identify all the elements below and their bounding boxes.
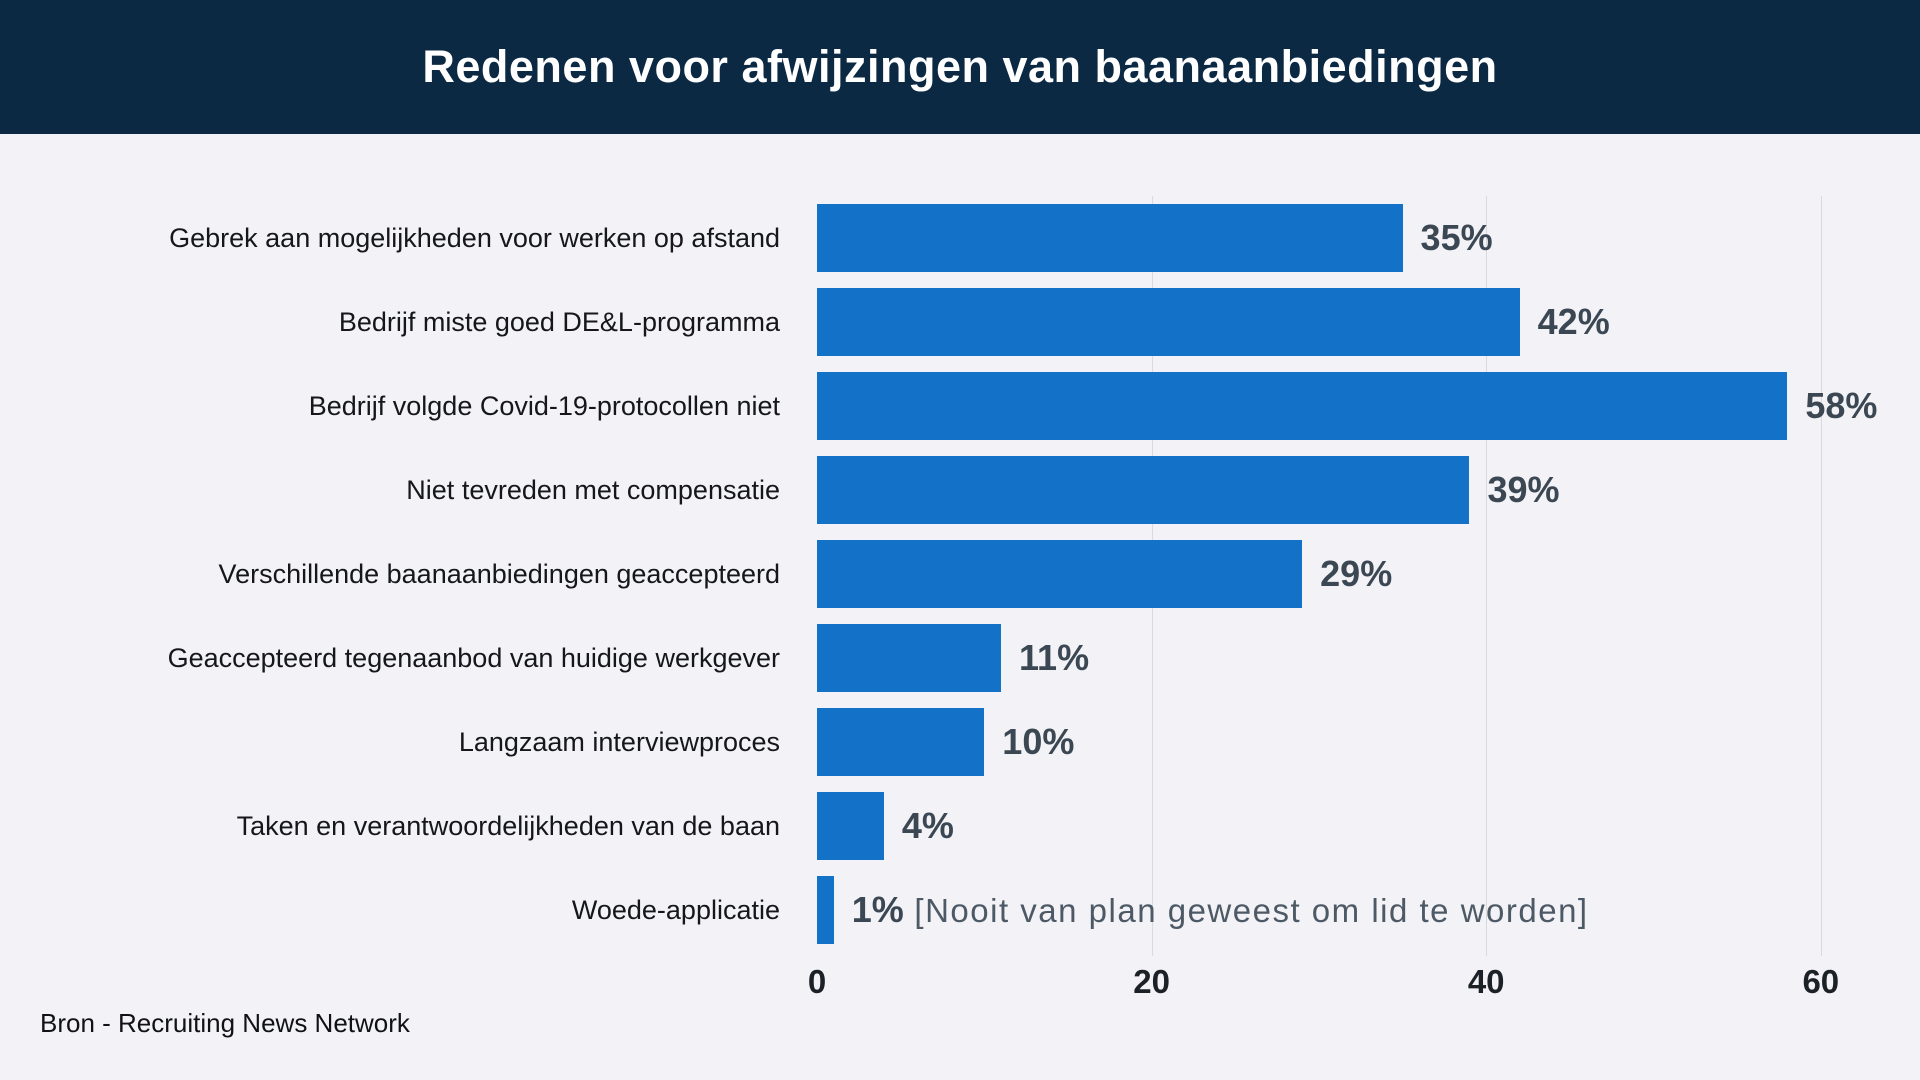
bar-row: Geaccepteerd tegenaanbod van huidige wer…: [0, 616, 1900, 700]
bar: [817, 372, 1788, 440]
category-label: Niet tevreden met compensatie: [406, 474, 780, 505]
bar-track: 42%: [817, 280, 1900, 364]
value-label: 42%: [1538, 301, 1610, 343]
category-label: Geaccepteerd tegenaanbod van huidige wer…: [167, 642, 780, 673]
x-axis: 0 20 40 60: [808, 963, 1857, 1005]
value-label: 29%: [1320, 553, 1392, 595]
bar: [817, 624, 1002, 692]
category-label: Bedrijf miste goed DE&L-programma: [338, 306, 780, 337]
x-tick-label: 60: [1802, 963, 1840, 1000]
bar-chart: Gebrek aan mogelijkheden voor werken op …: [0, 196, 1900, 952]
bar-annotation: [Nooit van plan geweest om lid te worden…: [904, 892, 1589, 929]
bar-row: Niet tevreden met compensatie 39%: [0, 448, 1900, 532]
category-label: Gebrek aan mogelijkheden voor werken op …: [169, 222, 780, 253]
source-caption: Bron - Recruiting News Network: [40, 1008, 410, 1038]
bar: [817, 540, 1303, 608]
chart-title: Redenen voor afwijzingen van baanaanbied…: [422, 41, 1498, 92]
bar: [817, 288, 1520, 356]
bar: [817, 456, 1470, 524]
category-label: Langzaam interviewproces: [458, 726, 780, 757]
value-label: 1% [Nooit van plan geweest om lid te wor…: [852, 889, 1589, 931]
value-label-text: 42%: [1537, 301, 1610, 342]
category-label: Woede-applicatie: [571, 894, 780, 925]
value-label: 11%: [1019, 637, 1089, 679]
x-tick-label: 20: [1133, 963, 1170, 1000]
gridline: [1486, 196, 1488, 956]
bar-row: Bedrijf miste goed DE&L-programma 42%: [0, 280, 1900, 364]
bar-row: Langzaam interviewproces 10%: [0, 700, 1900, 784]
bar-track: 29%: [817, 532, 1900, 616]
bar-track: 35%: [817, 196, 1900, 280]
category-label: Verschillende baanaanbiedingen geaccepte…: [218, 558, 780, 589]
value-label-text: 4%: [901, 805, 954, 846]
bar-row: Taken en verantwoordelijkheden van de ba…: [0, 784, 1900, 868]
value-label-text: 58%: [1805, 385, 1878, 426]
value-label-text: 29%: [1320, 553, 1393, 594]
bar-row: Verschillende baanaanbiedingen geaccepte…: [0, 532, 1900, 616]
value-label: 10%: [1002, 721, 1074, 763]
bar-track: 10%: [817, 700, 1900, 784]
value-label-text: 10%: [1002, 721, 1075, 762]
bar-track: 39%: [817, 448, 1900, 532]
value-label-text: 1%: [851, 889, 904, 930]
bar-row: Bedrijf volgde Covid-19-protocollen niet…: [0, 364, 1900, 448]
header-banner: Redenen voor afwijzingen van baanaanbied…: [0, 0, 1920, 134]
bar-track: 4%: [817, 784, 1900, 868]
bar-track: 1% [Nooit van plan geweest om lid te wor…: [817, 868, 1900, 952]
category-label: Bedrijf volgde Covid-19-protocollen niet: [308, 390, 780, 421]
bar: [817, 204, 1403, 272]
value-label: 58%: [1805, 385, 1877, 427]
bar-row: Woede-applicatie 1% [Nooit van plan gewee…: [0, 868, 1900, 952]
x-tick-label: 40: [1467, 963, 1505, 1000]
bar: [817, 876, 834, 944]
category-label: Taken en verantwoordelijkheden van de ba…: [236, 810, 780, 841]
value-label: 4%: [902, 805, 954, 847]
x-tick-label: 0: [807, 963, 827, 1000]
gridline: [1820, 196, 1822, 956]
value-label-text: 35%: [1420, 217, 1493, 258]
bar-track: 11%: [817, 616, 1900, 700]
bar: [817, 792, 884, 860]
bar: [817, 708, 985, 776]
value-label-text: 39%: [1487, 469, 1560, 510]
bar-annotation-text: [Nooit van plan geweest om lid te worden…: [914, 892, 1589, 929]
bar-track: 58%: [817, 364, 1900, 448]
bar-row: Gebrek aan mogelijkheden voor werken op …: [0, 196, 1900, 280]
value-label: 35%: [1421, 217, 1493, 259]
value-label-text: 11%: [1019, 637, 1090, 678]
value-label: 39%: [1487, 469, 1559, 511]
